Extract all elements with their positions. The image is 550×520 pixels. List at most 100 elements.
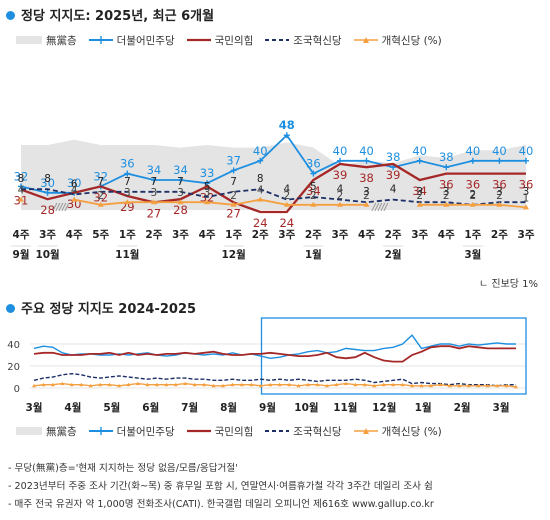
reform-point (107, 382, 112, 387)
week-tick-label: 4주 (66, 229, 83, 241)
week-tick-label: 2주 (491, 229, 508, 241)
reform-point (466, 383, 471, 388)
reform-point (268, 382, 273, 387)
reform-point (485, 383, 490, 388)
reform-point (88, 383, 93, 388)
dp-swatch (88, 427, 113, 435)
reform-point (124, 199, 131, 205)
reform-point (287, 382, 292, 387)
reform-data-label: 2 (469, 190, 476, 202)
rk-data-label: 4 (390, 184, 397, 196)
dp-swatch (88, 36, 113, 44)
ppp-data-label: 36 (492, 178, 507, 192)
legend-bottom: 無黨층 더불어민주당 국민의힘 조국혁신당 개혁신당 (%) (16, 421, 454, 441)
reform-data-label: 2 (496, 190, 503, 202)
ppp-data-label: 36 (439, 178, 454, 192)
rk-data-label: 7 (230, 176, 237, 188)
reform-point (177, 199, 184, 205)
month-tick-label: 11월 (115, 248, 139, 261)
y-tick-label: 40 (7, 340, 20, 351)
hatch-mark (55, 202, 61, 212)
reform-point (71, 196, 78, 202)
week-tick-label: 3주 (411, 229, 428, 241)
reform-point (362, 382, 367, 387)
hatch-mark (380, 202, 386, 212)
reform-point (419, 383, 424, 388)
legend-dp: 더불어민주당 (88, 33, 175, 48)
ppp-data-label: 28 (40, 203, 55, 217)
dp-data-label: 30 (67, 176, 82, 190)
none-swatch (16, 427, 42, 435)
month-tick-label: 10월 (294, 401, 318, 414)
reform-point (32, 383, 36, 388)
bullet-icon (6, 11, 15, 20)
reform-swatch (353, 428, 378, 434)
ppp-data-label: 39 (386, 168, 401, 182)
dp-data-label: 48 (279, 118, 295, 132)
dp-data-label: 40 (492, 144, 507, 158)
footnotes: - 무당(無黨)층='현재 지지하는 정당 없음/모름/응답거절' - 2023… (8, 460, 434, 514)
month-tick-label: 1월 (305, 248, 322, 261)
rk-data-label: 3 (496, 186, 503, 198)
reform-point (334, 382, 339, 387)
reform-point (164, 382, 169, 387)
reform-point (447, 383, 452, 388)
y-tick-label: 20 (7, 362, 20, 373)
reform-data-label: 2 (97, 190, 104, 202)
hatch-mark (371, 202, 377, 212)
ppp-data-label: 36 (466, 178, 481, 192)
y-tick-label: 0 (14, 384, 20, 395)
reform-data-label: 2 (337, 190, 344, 202)
dp-data-label: 38 (439, 150, 454, 164)
reform-point (258, 383, 263, 388)
footnote: - 2023년부터 주중 조사 기간(화~목) 중 휴무일 포함 시, 연말연시… (8, 481, 433, 492)
month-tick-label: 4월 (64, 401, 81, 414)
ppp-data-label: 38 (359, 171, 374, 185)
legend-ppp: 국민의힘 (186, 33, 253, 48)
rk-data-label: 3 (363, 186, 370, 198)
week-tick-label: 4주 (438, 229, 455, 241)
footnote: - 무당(無黨)층='현재 지지하는 정당 없음/모름/응답거절' (8, 463, 238, 474)
reform-point (324, 383, 329, 388)
rk-swatch (265, 430, 290, 432)
week-tick-label: 4주 (358, 229, 375, 241)
week-tick-label: 2주 (305, 229, 322, 241)
reform-point (192, 382, 197, 387)
hatch-mark (52, 202, 58, 212)
month-tick-label: 8월 (220, 401, 237, 414)
reform-point (204, 199, 211, 205)
reform-point (154, 382, 159, 387)
ppp-data-label: 27 (147, 206, 162, 220)
dp-data-label: 40 (466, 144, 481, 158)
reform-point (230, 382, 235, 387)
reform-series-line (33, 382, 517, 388)
hatch-mark (377, 202, 383, 212)
reform-point (79, 382, 84, 387)
dp-data-label: 40 (519, 144, 534, 158)
reform-point (381, 382, 386, 387)
month-tick-label: 2월 (454, 401, 471, 414)
reform-data-label: 2 (310, 190, 317, 202)
reform-point (283, 201, 290, 207)
rk-data-label: 5 (310, 181, 317, 193)
rk-series-line (33, 372, 516, 387)
hatch-mark (58, 202, 64, 212)
section2-title-text: 주요 정당 지지도 2024-2025 (21, 302, 197, 317)
week-tick-label: 3주 (39, 229, 56, 241)
week-tick-label: 3주 (518, 229, 535, 241)
reform-data-label: 3 (177, 187, 184, 199)
rk-data-label: 2 (469, 189, 476, 201)
month-tick-label: 7월 (181, 401, 198, 414)
none-area (21, 139, 526, 210)
reform-point (97, 201, 104, 207)
reform-point (257, 196, 264, 202)
rk-data-label: 7 (97, 176, 104, 188)
reform-swatch (353, 37, 378, 43)
legend-none: 無黨층 (16, 424, 77, 439)
legend-rk: 조국혁신당 (265, 33, 342, 48)
reform-point (135, 381, 140, 386)
month-tick-label: 3월 (464, 248, 481, 261)
ppp-data-label: 34 (412, 184, 427, 198)
week-tick-label: 2주 (385, 229, 402, 241)
legend-top: 無黨층 더불어민주당 국민의힘 조국혁신당 개혁신당 (%) (16, 30, 454, 50)
